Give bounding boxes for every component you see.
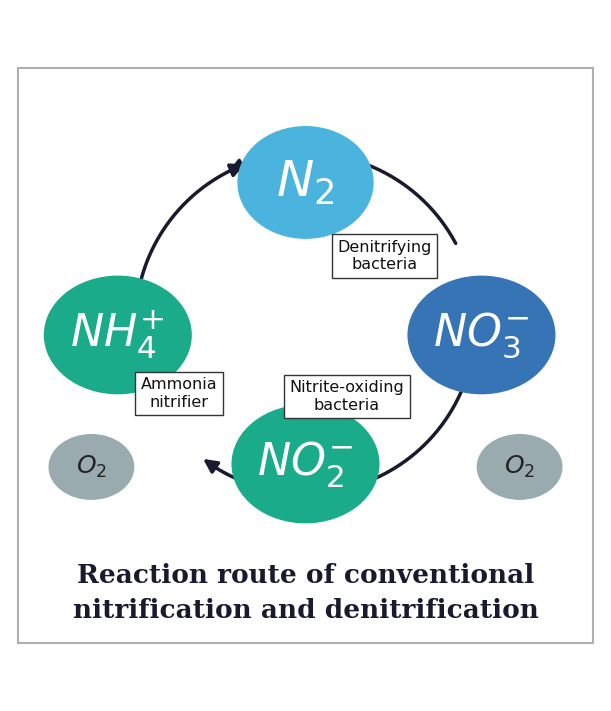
Text: $NO_{2}^{-}$: $NO_{2}^{-}$: [257, 439, 354, 489]
Text: Reaction route of conventional
nitrification and denitrification: Reaction route of conventional nitrifica…: [73, 563, 538, 623]
Ellipse shape: [49, 434, 134, 499]
Text: $NH_{4}^{+}$: $NH_{4}^{+}$: [70, 309, 165, 361]
Text: $O_{2}$: $O_{2}$: [76, 454, 107, 480]
Text: $NO_{3}^{-}$: $NO_{3}^{-}$: [433, 310, 530, 360]
Ellipse shape: [232, 405, 379, 523]
Text: Nitrite-oxiding
bacteria: Nitrite-oxiding bacteria: [289, 380, 404, 413]
Text: Ammonia
nitrifier: Ammonia nitrifier: [141, 378, 218, 410]
Ellipse shape: [45, 277, 191, 394]
Text: $O_{2}$: $O_{2}$: [504, 454, 535, 480]
Ellipse shape: [238, 127, 373, 238]
Ellipse shape: [408, 277, 555, 394]
Ellipse shape: [477, 434, 562, 499]
Text: Denitrifying
bacteria: Denitrifying bacteria: [337, 240, 432, 272]
Text: $N_{2}$: $N_{2}$: [276, 159, 335, 206]
